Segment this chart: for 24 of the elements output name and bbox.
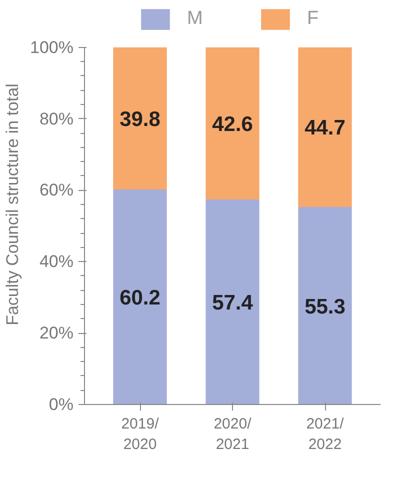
y-tick-label: 60%	[39, 180, 74, 200]
bar	[206, 200, 260, 404]
y-axis-title: Faculty Council structure in total	[3, 84, 22, 326]
bar	[206, 47, 260, 200]
y-tick-label: 0%	[48, 395, 74, 414]
x-tick-label: 2021/ 2022	[306, 416, 345, 453]
y-tick-label: 40%	[39, 252, 74, 272]
legend-label: F	[307, 8, 320, 30]
y-tick-label: 80%	[39, 109, 74, 128]
data-label: 39.8	[120, 108, 161, 131]
data-label: 57.4	[212, 292, 254, 314]
bar	[298, 47, 352, 207]
bar	[113, 190, 167, 404]
data-label: 55.3	[304, 295, 346, 318]
bar	[298, 207, 352, 404]
legend-label: M	[187, 8, 204, 30]
bar	[113, 47, 167, 190]
data-label: 60.2	[120, 286, 160, 310]
x-tick-label: 2020/ 2021	[214, 416, 252, 453]
x-tick-label: 2019/ 2020	[121, 416, 160, 453]
y-tick-label: 20%	[39, 324, 74, 343]
data-label: 42.6	[212, 112, 253, 136]
data-label: 44.7	[304, 116, 346, 140]
y-tick-label: 100%	[30, 38, 74, 57]
